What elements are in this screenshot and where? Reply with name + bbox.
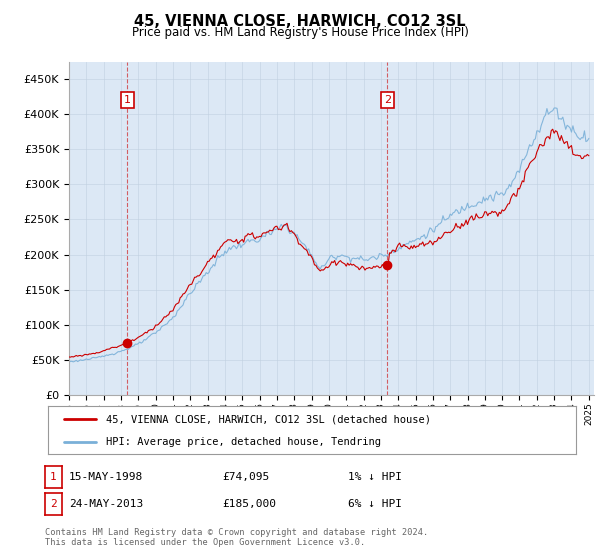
Text: 15-MAY-1998: 15-MAY-1998 (69, 472, 143, 482)
Text: 45, VIENNA CLOSE, HARWICH, CO12 3SL (detached house): 45, VIENNA CLOSE, HARWICH, CO12 3SL (det… (106, 414, 431, 424)
Text: Price paid vs. HM Land Registry's House Price Index (HPI): Price paid vs. HM Land Registry's House … (131, 26, 469, 39)
Text: Contains HM Land Registry data © Crown copyright and database right 2024.
This d: Contains HM Land Registry data © Crown c… (45, 528, 428, 547)
Text: 6% ↓ HPI: 6% ↓ HPI (348, 499, 402, 509)
Text: 1: 1 (124, 95, 131, 105)
Text: 1: 1 (50, 472, 57, 482)
Text: 2: 2 (50, 499, 57, 509)
Text: HPI: Average price, detached house, Tendring: HPI: Average price, detached house, Tend… (106, 437, 381, 447)
Text: 24-MAY-2013: 24-MAY-2013 (69, 499, 143, 509)
Text: 1% ↓ HPI: 1% ↓ HPI (348, 472, 402, 482)
Text: £185,000: £185,000 (222, 499, 276, 509)
Text: 2: 2 (384, 95, 391, 105)
Text: 45, VIENNA CLOSE, HARWICH, CO12 3SL: 45, VIENNA CLOSE, HARWICH, CO12 3SL (134, 14, 466, 29)
Text: £74,095: £74,095 (222, 472, 269, 482)
